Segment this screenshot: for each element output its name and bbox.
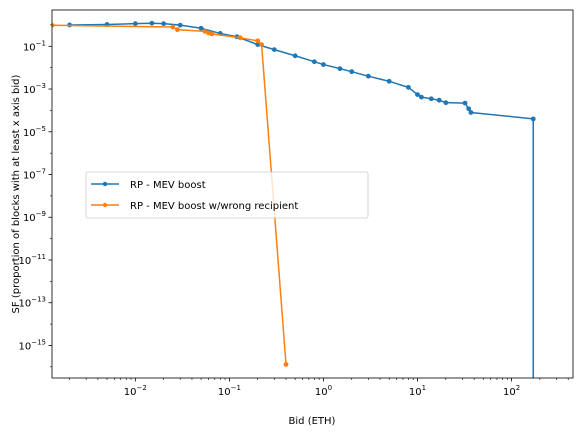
y-tick-label: 10−5: [23, 125, 46, 139]
legend-swatch-marker-0: [102, 181, 108, 187]
y-tick-label: 10−3: [23, 82, 46, 96]
y-tick-label: 10−7: [23, 168, 46, 182]
x-tick-label: 102: [503, 384, 520, 398]
y-tick-label: 10−13: [18, 296, 46, 310]
series-0-point: [386, 78, 392, 84]
series-0-point: [466, 106, 472, 112]
series-0-point: [292, 53, 298, 59]
series-0-point: [428, 96, 434, 102]
series-0-point: [349, 69, 355, 75]
series-layer: [52, 20, 536, 378]
x-tick-label: 10−1: [218, 384, 241, 398]
y-tick-label: 10−9: [23, 210, 46, 224]
x-axis-ticks: 10−2 10−1 100 101 102: [69, 378, 569, 398]
series-1-point: [283, 361, 289, 367]
legend-entry-1-label: RP - MEV boost w/wrong recipient: [130, 201, 298, 212]
series-0-point: [161, 21, 167, 27]
series-1-point: [255, 38, 261, 44]
legend: RP - MEV boost RP - MEV boost w/wrong re…: [85, 171, 369, 219]
series-0-point: [132, 21, 138, 27]
series-1-point: [209, 31, 215, 37]
y-tick-label: 10−1: [23, 39, 46, 53]
series-1-point: [170, 24, 176, 30]
series-0-point: [415, 92, 420, 97]
legend-swatch-marker-1: [102, 202, 108, 208]
series-0-point: [405, 84, 411, 90]
x-tick-label: 100: [315, 384, 332, 398]
series-0-point: [337, 66, 343, 72]
series-1-point: [175, 27, 180, 33]
x-axis-label: Bid (ETH): [289, 416, 336, 427]
legend-entry-0-label: RP - MEV boost: [130, 180, 206, 191]
series-1-point: [237, 35, 243, 41]
series-0-point: [436, 97, 442, 103]
y-tick-label: 10−15: [18, 338, 46, 352]
series-0-point: [177, 22, 183, 28]
y-axis-ticks: 10−15 10−13 10−11 10−9 10−7 10−5 10−3 10−1: [18, 24, 52, 368]
plot-area-frame: [51, 9, 574, 379]
x-tick-label: 10−2: [124, 384, 147, 398]
series-1-point: [52, 22, 55, 28]
x-tick-label: 101: [409, 384, 426, 398]
series-0-point: [311, 59, 317, 65]
legend-box: [85, 171, 369, 219]
series-0-point: [530, 116, 536, 122]
series-0-point: [365, 73, 371, 79]
series-0-point: [149, 20, 155, 26]
y-axis-label: SF (proportion of blocks with at least x…: [11, 74, 22, 313]
series-0-point: [198, 25, 204, 31]
series-0-point: [443, 100, 449, 106]
series-0-point: [419, 94, 424, 100]
series-0-point: [462, 100, 468, 106]
series-0-point: [321, 62, 326, 67]
series-0-point: [255, 42, 261, 48]
y-tick-label: 10−11: [18, 253, 46, 267]
series-1-point: [259, 42, 264, 48]
series-0-point: [468, 110, 474, 115]
series-0-point: [271, 47, 277, 53]
